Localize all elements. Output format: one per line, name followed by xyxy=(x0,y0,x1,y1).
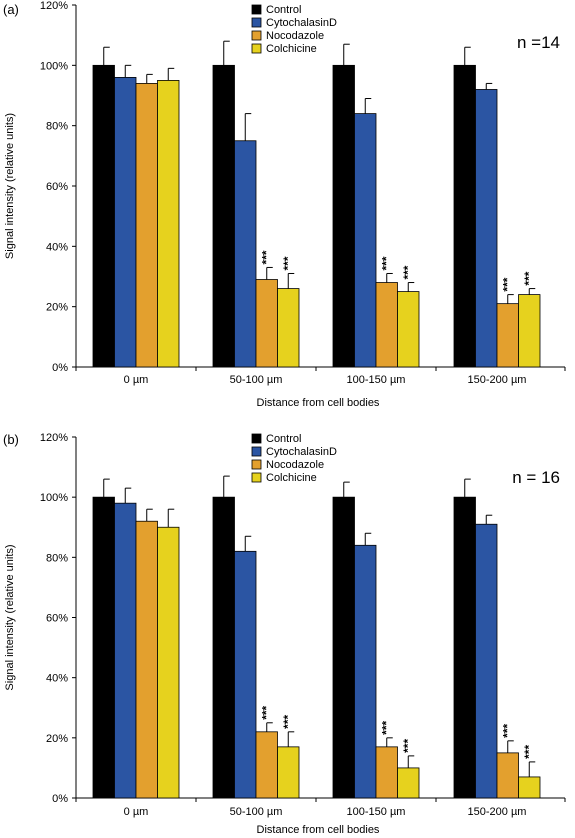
bar xyxy=(332,496,355,799)
bar xyxy=(332,64,355,368)
bar xyxy=(157,526,180,799)
bar xyxy=(453,64,476,368)
significance-label: *** xyxy=(401,739,415,753)
bar xyxy=(234,550,257,799)
bar xyxy=(255,731,278,799)
significance-label: *** xyxy=(281,256,295,270)
legend-entry: Control xyxy=(266,433,301,445)
bar xyxy=(234,140,257,368)
legend-swatch xyxy=(251,30,262,41)
legend-entry: Nocodazole xyxy=(266,459,324,471)
bar xyxy=(475,89,498,368)
y-axis-label: Signal intensity (relative units) xyxy=(4,544,16,690)
legend-entry: Colchicine xyxy=(266,43,317,55)
bar xyxy=(114,77,137,368)
significance-label: *** xyxy=(522,271,536,285)
bar xyxy=(255,279,278,368)
y-tick-label: 0% xyxy=(52,362,68,374)
legend-entry: Nocodazole xyxy=(266,30,324,42)
legend-entry: Control xyxy=(266,4,301,16)
significance-label: *** xyxy=(401,265,415,279)
y-tick-label: 40% xyxy=(46,241,68,253)
x-tick-label: 150-200 µm xyxy=(468,806,527,818)
x-tick-label: 0 µm xyxy=(124,374,149,386)
significance-label: *** xyxy=(260,705,274,719)
y-tick-label: 0% xyxy=(52,793,68,805)
bar xyxy=(475,523,498,799)
bar xyxy=(92,496,115,799)
y-tick-label: 20% xyxy=(46,302,68,314)
bar xyxy=(135,520,158,799)
bar xyxy=(496,752,519,799)
x-tick-label: 50-100 µm xyxy=(230,806,283,818)
bar xyxy=(114,502,137,799)
significance-label: *** xyxy=(380,256,394,270)
chart-panel-1: (a) n =14 0% 20% 40% 60% 80% 100% 120% 0 µm 50-100… xyxy=(3,0,566,409)
y-tick-label: 60% xyxy=(46,181,68,193)
legend-entry: CytochalasinD xyxy=(266,17,337,29)
y-tick-label: 120% xyxy=(40,432,68,444)
y-tick-label: 80% xyxy=(46,552,68,564)
significance-label: *** xyxy=(380,720,394,734)
legend-swatch xyxy=(251,17,262,28)
bar xyxy=(375,282,398,368)
panel-label: (a) xyxy=(3,2,19,17)
bar xyxy=(157,80,180,368)
legend-entry: CytochalasinD xyxy=(266,446,337,458)
x-tick-label: 0 µm xyxy=(124,806,149,818)
bar xyxy=(354,544,377,799)
n-count-label: n =14 xyxy=(517,33,560,52)
panel-label: (b) xyxy=(3,432,19,447)
bar xyxy=(277,746,300,799)
y-tick-label: 20% xyxy=(46,733,68,745)
significance-label: *** xyxy=(501,277,515,291)
bar xyxy=(135,83,158,368)
legend-swatch xyxy=(251,446,262,457)
x-tick-label: 100-150 µm xyxy=(347,374,406,386)
y-tick-label: 40% xyxy=(46,673,68,685)
significance-label: *** xyxy=(281,714,295,728)
bar xyxy=(277,288,300,368)
legend-swatch xyxy=(251,472,262,483)
bar xyxy=(397,291,420,368)
y-tick-label: 100% xyxy=(40,492,68,504)
bar xyxy=(212,64,235,368)
bar xyxy=(92,64,115,368)
significance-label: *** xyxy=(260,250,274,264)
chart-panel-2: (b) n = 16 0% 20% 40% 60% 80% 100% 120% 0 µm 50-10… xyxy=(3,432,566,836)
legend-swatch xyxy=(251,433,262,444)
y-tick-label: 100% xyxy=(40,60,68,72)
legend-swatch xyxy=(251,459,262,470)
legend-entry: Colchicine xyxy=(266,472,317,484)
legend-swatch xyxy=(251,43,262,54)
x-axis-label: Distance from cell bodies xyxy=(257,397,380,409)
n-count-label: n = 16 xyxy=(512,468,560,487)
y-axis-label: Signal intensity (relative units) xyxy=(4,113,16,259)
y-tick-label: 80% xyxy=(46,121,68,133)
bar xyxy=(375,746,398,799)
bar xyxy=(518,776,541,799)
x-tick-label: 150-200 µm xyxy=(468,374,527,386)
bar xyxy=(453,496,476,799)
y-tick-label: 120% xyxy=(40,0,68,12)
significance-label: *** xyxy=(522,745,536,759)
bar xyxy=(397,767,420,799)
y-tick-label: 60% xyxy=(46,613,68,625)
x-tick-label: 50-100 µm xyxy=(230,374,283,386)
significance-label: *** xyxy=(501,724,515,738)
bar xyxy=(496,303,519,368)
x-tick-label: 100-150 µm xyxy=(347,806,406,818)
legend-swatch xyxy=(251,4,262,15)
bar xyxy=(354,113,377,368)
bar xyxy=(518,294,541,368)
bar xyxy=(212,496,235,799)
x-axis-label: Distance from cell bodies xyxy=(257,824,380,836)
